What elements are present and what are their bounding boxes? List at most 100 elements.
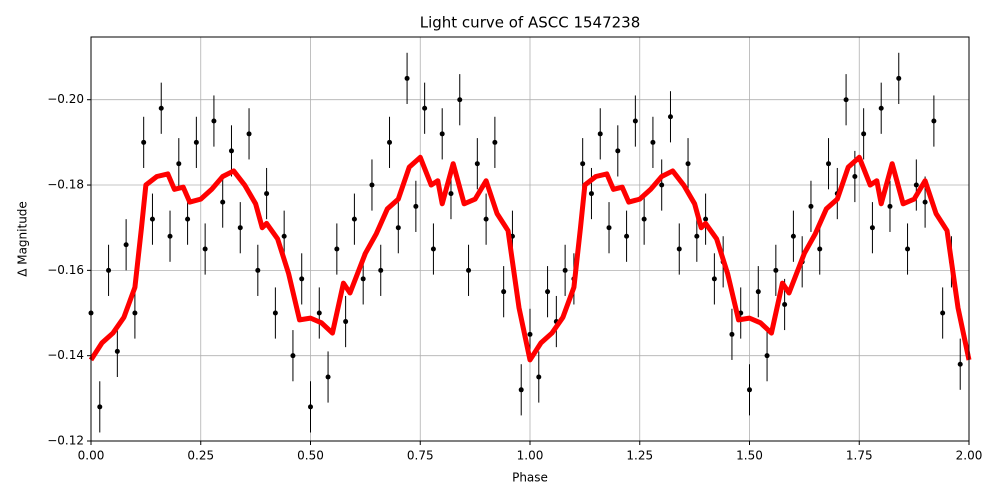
data-point <box>246 131 252 137</box>
x-tick-label: 0.50 <box>297 449 324 463</box>
data-point <box>896 75 902 81</box>
data-point <box>413 203 419 209</box>
y-tick-label: −0.16 <box>47 263 84 277</box>
data-point <box>97 404 103 410</box>
y-tick-label: −0.14 <box>47 348 84 362</box>
data-point <box>211 118 217 124</box>
data-point <box>685 161 691 167</box>
data-point <box>869 225 875 231</box>
data-point <box>439 131 445 137</box>
data-point <box>782 301 788 307</box>
data-point <box>562 267 568 273</box>
data-point <box>281 233 287 239</box>
x-tick-label: 2.00 <box>956 449 983 463</box>
data-point <box>220 199 226 205</box>
data-point <box>808 203 814 209</box>
model-line <box>88 154 972 363</box>
data-point <box>141 139 147 145</box>
data-point <box>606 225 612 231</box>
data-point <box>378 267 384 273</box>
data-point <box>176 161 182 167</box>
data-point <box>492 139 498 145</box>
y-axis-label: Δ Magnitude <box>16 201 30 277</box>
data-point <box>132 310 138 316</box>
data-point <box>395 225 401 231</box>
data-point <box>114 348 120 354</box>
data-point <box>264 191 270 197</box>
data-point <box>588 191 594 197</box>
plot-frame <box>90 36 970 442</box>
data-point <box>755 289 761 295</box>
data-point <box>351 216 357 222</box>
data-point <box>790 233 796 239</box>
data-point <box>659 182 665 188</box>
data-point <box>501 289 507 295</box>
data-point <box>957 361 963 367</box>
data-point <box>457 97 463 103</box>
data-point <box>466 267 472 273</box>
data-point <box>545 289 551 295</box>
data-point <box>404 75 410 81</box>
data-point <box>123 242 129 248</box>
data-point <box>615 148 621 154</box>
data-point <box>887 203 893 209</box>
x-tick-label: 0.25 <box>187 449 214 463</box>
x-tick-label: 1.25 <box>626 449 653 463</box>
data-point <box>518 387 524 393</box>
data-point <box>922 199 928 205</box>
y-tick-label: −0.20 <box>47 92 84 106</box>
data-point <box>228 148 234 154</box>
data-point <box>430 246 436 252</box>
data-point <box>185 216 191 222</box>
data-point <box>711 276 717 282</box>
y-tick-label: −0.18 <box>47 178 84 192</box>
data-point <box>747 387 752 393</box>
data-point <box>580 161 586 167</box>
data-point <box>913 182 919 188</box>
data-point <box>624 233 630 239</box>
data-point <box>290 353 296 359</box>
x-tick-label: 1.00 <box>517 449 544 463</box>
data-point <box>255 267 261 273</box>
data-point <box>861 131 867 137</box>
x-axis-label: Phase <box>512 471 548 485</box>
data-point <box>325 374 331 380</box>
data-point <box>387 139 393 145</box>
data-point <box>343 319 349 325</box>
data-point <box>202 246 208 252</box>
data-point <box>878 105 884 111</box>
data-point <box>149 216 155 222</box>
data-point <box>158 105 164 111</box>
x-tick-label: 0.00 <box>78 449 105 463</box>
data-point <box>931 118 937 124</box>
data-point <box>536 374 542 380</box>
data-point <box>632 118 638 124</box>
data-point <box>905 246 911 252</box>
data-point <box>167 233 173 239</box>
data-point <box>360 276 366 282</box>
data-point <box>334 246 340 252</box>
x-tick-label: 0.75 <box>407 449 434 463</box>
data-point <box>764 353 770 359</box>
data-point <box>729 331 735 337</box>
data-point <box>694 233 700 239</box>
data-point <box>106 267 112 273</box>
data-point <box>299 276 305 282</box>
data-point <box>369 182 375 188</box>
data-point <box>272 310 278 316</box>
data-point <box>817 246 823 252</box>
data-point <box>773 267 779 273</box>
data-point <box>667 114 673 120</box>
data-point <box>650 139 656 145</box>
data-point <box>237 225 243 231</box>
y-tick-label: −0.12 <box>47 434 84 448</box>
data-point <box>676 246 682 252</box>
data-point <box>852 174 858 180</box>
data-point <box>641 216 647 222</box>
data-point <box>448 191 454 197</box>
data-point <box>597 131 603 137</box>
chart-title: Light curve of ASCC 1547238 <box>420 14 641 32</box>
data-point <box>193 139 199 145</box>
data-point <box>422 105 428 111</box>
